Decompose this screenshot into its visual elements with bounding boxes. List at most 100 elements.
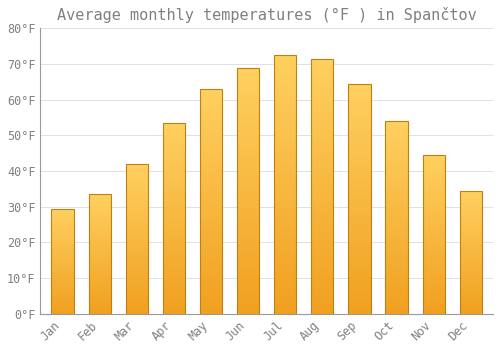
- Bar: [163, 215, 185, 217]
- Bar: [274, 91, 296, 94]
- Bar: [311, 271, 334, 273]
- Bar: [386, 190, 407, 192]
- Bar: [386, 208, 407, 210]
- Bar: [274, 290, 296, 293]
- Bar: [126, 243, 148, 245]
- Bar: [237, 112, 260, 114]
- Bar: [237, 230, 260, 233]
- Bar: [163, 251, 185, 253]
- Bar: [200, 296, 222, 298]
- Bar: [460, 219, 482, 220]
- Bar: [422, 234, 445, 236]
- Bar: [348, 261, 370, 263]
- Bar: [126, 193, 148, 194]
- Bar: [163, 308, 185, 310]
- Bar: [386, 258, 407, 260]
- Bar: [348, 194, 370, 196]
- Bar: [237, 144, 260, 146]
- Bar: [237, 141, 260, 144]
- Bar: [311, 207, 334, 209]
- Bar: [237, 304, 260, 307]
- Bar: [348, 226, 370, 229]
- Bar: [163, 230, 185, 232]
- Bar: [88, 304, 111, 306]
- Bar: [386, 243, 407, 245]
- Bar: [237, 218, 260, 220]
- Bar: [200, 89, 222, 91]
- Bar: [274, 99, 296, 102]
- Bar: [163, 201, 185, 203]
- Bar: [88, 310, 111, 312]
- Bar: [386, 167, 407, 169]
- Bar: [163, 287, 185, 289]
- Bar: [460, 207, 482, 208]
- Bar: [163, 169, 185, 171]
- Bar: [88, 302, 111, 303]
- Bar: [237, 198, 260, 201]
- Bar: [52, 241, 74, 242]
- Bar: [311, 102, 334, 105]
- Bar: [311, 156, 334, 158]
- Bar: [311, 92, 334, 94]
- Bar: [163, 167, 185, 169]
- Bar: [422, 179, 445, 181]
- Bar: [422, 226, 445, 228]
- Bar: [386, 312, 407, 314]
- Bar: [274, 179, 296, 182]
- Bar: [237, 114, 260, 117]
- Bar: [311, 219, 334, 222]
- Bar: [311, 138, 334, 140]
- Bar: [386, 237, 407, 239]
- Bar: [274, 216, 296, 218]
- Bar: [200, 269, 222, 271]
- Bar: [274, 148, 296, 151]
- Bar: [311, 232, 334, 235]
- Bar: [200, 298, 222, 300]
- Bar: [163, 306, 185, 308]
- Bar: [311, 77, 334, 79]
- Bar: [422, 304, 445, 306]
- Bar: [348, 236, 370, 238]
- Bar: [163, 243, 185, 245]
- Bar: [88, 292, 111, 294]
- Bar: [200, 276, 222, 278]
- Bar: [237, 289, 260, 292]
- Bar: [348, 84, 370, 86]
- Bar: [200, 147, 222, 150]
- Bar: [200, 292, 222, 294]
- Bar: [200, 309, 222, 312]
- Bar: [237, 174, 260, 176]
- Bar: [348, 295, 370, 298]
- Bar: [348, 254, 370, 256]
- Bar: [460, 234, 482, 235]
- Bar: [422, 176, 445, 177]
- Bar: [163, 157, 185, 159]
- Bar: [311, 258, 334, 260]
- Bar: [460, 303, 482, 304]
- Bar: [163, 174, 185, 176]
- Bar: [311, 161, 334, 163]
- Bar: [200, 145, 222, 147]
- Bar: [200, 278, 222, 280]
- Bar: [163, 304, 185, 306]
- Bar: [311, 212, 334, 214]
- Bar: [386, 262, 407, 264]
- Bar: [348, 171, 370, 173]
- Bar: [460, 312, 482, 313]
- Bar: [460, 194, 482, 196]
- Bar: [311, 243, 334, 245]
- Bar: [386, 139, 407, 140]
- Bar: [88, 267, 111, 268]
- Bar: [348, 136, 370, 139]
- Bar: [237, 70, 260, 72]
- Bar: [200, 190, 222, 192]
- Bar: [88, 216, 111, 217]
- Bar: [237, 122, 260, 124]
- Bar: [386, 166, 407, 167]
- Bar: [88, 230, 111, 231]
- Bar: [422, 295, 445, 296]
- Bar: [460, 214, 482, 215]
- Bar: [348, 196, 370, 199]
- Bar: [348, 219, 370, 222]
- Bar: [126, 187, 148, 188]
